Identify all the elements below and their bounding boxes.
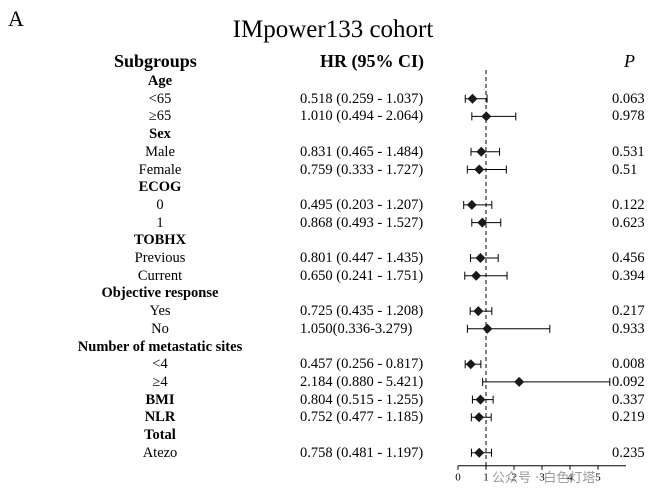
subgroup-label: No <box>151 320 169 337</box>
hr-point <box>475 253 486 263</box>
p-value: 0.008 <box>612 356 645 373</box>
p-value: 0.219 <box>612 409 645 426</box>
p-value: 0.51 <box>612 161 638 178</box>
hr-ci-value: 0.758 (0.481 - 1.197) <box>300 444 424 461</box>
p-value: 0.092 <box>612 373 645 390</box>
p-value: 0.235 <box>612 444 645 461</box>
hr-point <box>465 359 476 370</box>
x-tick-label: 5 <box>595 472 601 484</box>
watermark-text: 公众号 · 白色灯塔 <box>492 471 596 486</box>
subgroup-header: BMI <box>145 391 175 408</box>
p-value: 0.337 <box>612 391 645 408</box>
hr-ci-value: 2.184 (0.880 - 5.421) <box>300 373 424 390</box>
hr-point <box>514 376 525 387</box>
hr-point <box>476 146 487 157</box>
hr-ci-value: 1.010 (0.494 - 2.064) <box>300 108 424 125</box>
x-tick-label: 2 <box>511 472 517 484</box>
subgroup-label: Yes <box>149 303 171 320</box>
hr-ci-value: 0.801 (0.447 - 1.435) <box>300 250 424 266</box>
subgroup-header: NLR <box>144 409 176 426</box>
subgroup-label: <4 <box>152 356 168 373</box>
p-value: 0.063 <box>612 90 645 107</box>
hr-ci-value: 0.752 (0.477 - 1.185) <box>300 409 424 426</box>
hr-point <box>482 323 493 334</box>
p-value: 0.531 <box>612 143 645 160</box>
p-value: 0.456 <box>612 250 645 266</box>
hr-point <box>481 111 492 122</box>
p-value: 0.978 <box>612 108 645 125</box>
hr-ci-value: 0.759 (0.333 - 1.727) <box>300 161 424 178</box>
hr-point <box>467 93 478 104</box>
hr-ci-value: 0.650 (0.241 - 1.751) <box>300 267 424 284</box>
hr-ci-value: 0.457 (0.256 - 0.817) <box>300 356 424 373</box>
x-tick-label: 4 <box>567 472 573 484</box>
hr-point <box>474 447 485 458</box>
hr-point <box>474 412 485 423</box>
hr-ci-value: 0.725 (0.435 - 1.208) <box>300 303 424 320</box>
p-value: 0.394 <box>612 267 645 284</box>
chart-title: IMpower133 cohort <box>232 16 434 43</box>
subgroup-label: <65 <box>148 90 172 107</box>
subgroup-header: Number of metastatic sites <box>77 338 243 355</box>
p-value: 0.122 <box>612 196 645 213</box>
subgroup-header: Sex <box>149 126 171 143</box>
hr-ci-value: 0.831 (0.465 - 1.484) <box>300 143 424 160</box>
subgroup-label: ≥4 <box>152 373 168 390</box>
subgroup-header: Age <box>147 73 173 89</box>
hr-point <box>475 394 486 405</box>
x-tick-label: 1 <box>483 472 489 484</box>
subgroup-label: Previous <box>134 250 186 266</box>
hr-ci-value: 0.495 (0.203 - 1.207) <box>300 196 424 213</box>
hr-point <box>473 306 484 317</box>
subgroup-header: TOBHX <box>133 232 187 249</box>
hr-point <box>474 164 485 175</box>
p-value: 0.623 <box>612 214 645 231</box>
subgroup-label: Male <box>145 143 175 160</box>
hr-ci-value: 0.518 (0.259 - 1.037) <box>300 90 424 107</box>
hr-ci-value: 0.868 (0.493 - 1.527) <box>300 214 424 231</box>
subgroup-label: 0 <box>156 196 164 213</box>
hr-ci-value: 1.050(0.336-3.279) <box>300 320 413 337</box>
x-tick-label: 3 <box>539 472 545 484</box>
hr-point <box>477 217 488 228</box>
hr-ci-value: 0.804 (0.515 - 1.255) <box>300 391 424 408</box>
subgroup-label: Current <box>137 267 183 284</box>
hr-point <box>471 270 482 281</box>
header-subgroups: Subgroups <box>114 51 197 71</box>
x-tick-label: 0 <box>455 472 461 484</box>
header-p: P <box>624 51 635 71</box>
subgroup-label: ≥65 <box>148 108 172 125</box>
panel-label: A <box>8 6 24 31</box>
p-value: 0.933 <box>612 320 645 337</box>
subgroup-label: 1 <box>156 214 164 231</box>
subgroup-label: Atezo <box>142 444 178 461</box>
subgroup-header: ECOG <box>138 179 182 196</box>
subgroup-header: Objective response <box>101 285 219 302</box>
subgroup-header: Total <box>144 427 176 443</box>
p-value: 0.217 <box>612 303 645 320</box>
hr-point <box>466 199 477 210</box>
header-hr: HR (95% CI) <box>320 51 424 71</box>
subgroup-label: Female <box>138 161 182 178</box>
